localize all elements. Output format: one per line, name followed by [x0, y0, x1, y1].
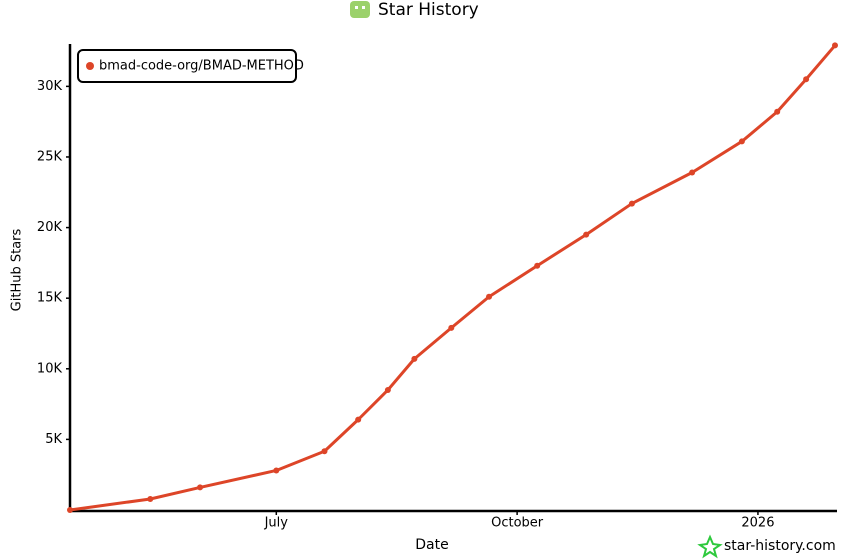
data-point	[67, 507, 73, 513]
y-tick-label: 30K	[37, 79, 63, 94]
data-point	[355, 416, 362, 423]
data-point	[448, 324, 455, 331]
data-point	[486, 293, 493, 300]
data-point	[628, 200, 635, 207]
credit: star-history.com	[724, 538, 836, 554]
credit-logo	[697, 534, 723, 559]
legend-label: bmad-code-org/BMAD-METHOD	[99, 59, 304, 74]
data-point	[803, 76, 810, 83]
data-point	[832, 42, 838, 49]
data-point	[197, 484, 204, 491]
y-tick-label: 20K	[37, 220, 63, 235]
data-point	[583, 231, 590, 238]
series-line	[69, 44, 837, 512]
legend-box	[77, 49, 297, 83]
data-point	[774, 108, 781, 115]
x-axis-label: Date	[415, 537, 448, 553]
x-tick-label: October	[491, 516, 544, 531]
data-point	[273, 467, 280, 474]
data-point	[738, 138, 745, 145]
y-tick-label: 5K	[45, 432, 62, 447]
y-tick-label: 25K	[37, 149, 63, 164]
data-point	[384, 386, 391, 393]
y-tick-label: 15K	[37, 291, 63, 306]
data-point	[689, 169, 696, 176]
data-point	[534, 262, 541, 269]
data-point	[321, 448, 328, 455]
chart-title: Star History	[378, 0, 479, 20]
data-point	[411, 355, 418, 362]
y-tick-label: 10K	[37, 361, 63, 376]
legend-swatch	[86, 62, 94, 70]
data-point	[147, 495, 154, 502]
x-tick-label: July	[264, 516, 289, 531]
logo	[350, 1, 370, 18]
y-axis-label: GitHub Stars	[10, 228, 25, 311]
x-tick-label: 2026	[741, 516, 774, 531]
